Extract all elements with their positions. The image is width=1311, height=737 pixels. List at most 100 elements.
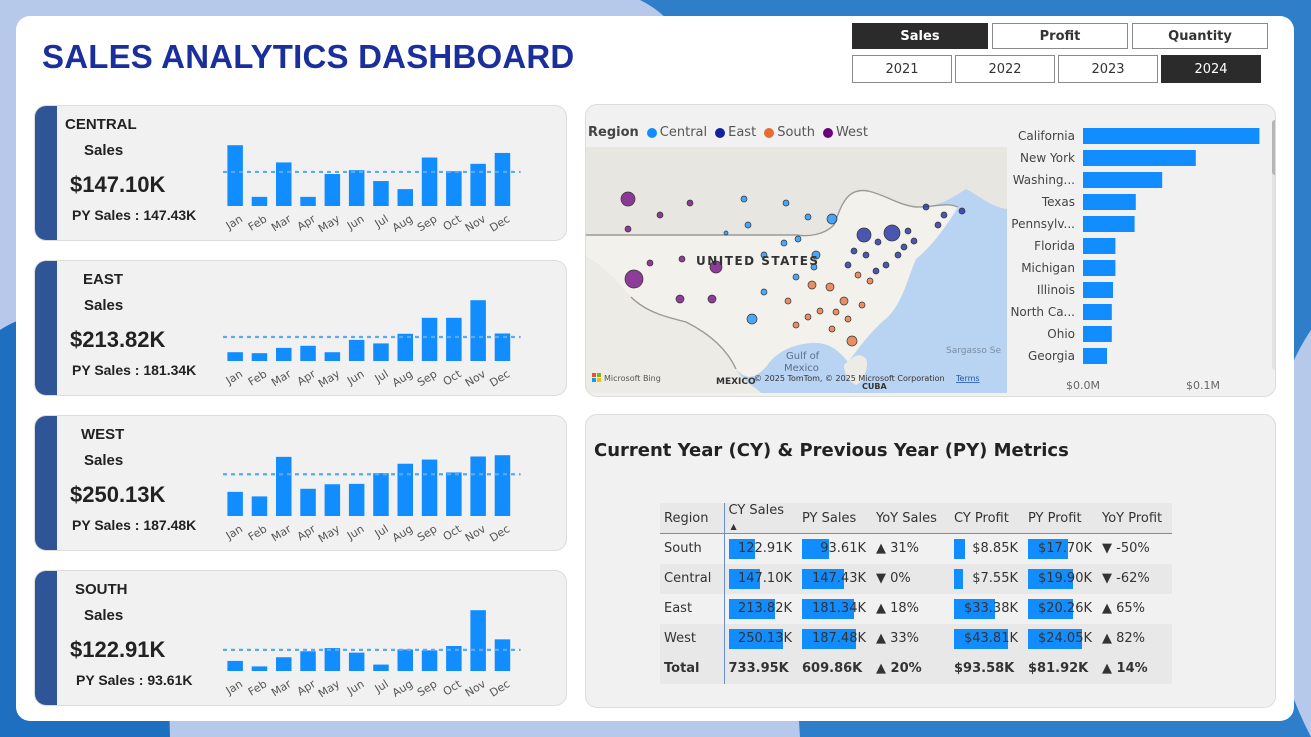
col-header-cy-sales[interactable]: CY Sales ▲ — [724, 503, 798, 534]
map-point-central[interactable] — [723, 230, 729, 236]
month-bar[interactable] — [446, 171, 462, 206]
month-bar[interactable] — [494, 333, 511, 361]
metric-sales-button[interactable]: Sales — [852, 23, 988, 49]
month-bar[interactable] — [300, 196, 316, 206]
legend-item-west[interactable]: West — [822, 125, 868, 140]
legend-item-south[interactable]: South — [764, 125, 815, 140]
map-point-west[interactable] — [707, 294, 717, 304]
year-2024-button[interactable]: 2024 — [1161, 55, 1261, 83]
month-bar[interactable] — [373, 473, 389, 516]
year-2021-button[interactable]: 2021 — [852, 55, 952, 83]
map-point-east[interactable] — [874, 238, 882, 246]
map-point-east[interactable] — [922, 203, 930, 211]
map-point-east[interactable] — [910, 237, 918, 245]
month-bar[interactable] — [227, 491, 243, 516]
map-point-west[interactable] — [678, 255, 686, 263]
month-bar[interactable] — [276, 657, 292, 671]
map-point-west[interactable] — [686, 199, 694, 207]
month-bar[interactable] — [421, 459, 438, 516]
map-point-south[interactable] — [844, 315, 852, 323]
state-bar[interactable] — [1083, 326, 1112, 342]
table-row[interactable]: West 250.13K 187.48K ▲ 33% $43.81K $24.0… — [660, 623, 1172, 654]
metric-profit-button[interactable]: Profit — [992, 23, 1128, 49]
scrollbar-thumb[interactable] — [1272, 120, 1275, 175]
col-header-py-sales[interactable]: PY Sales — [798, 503, 872, 534]
map-point-south[interactable] — [854, 271, 862, 279]
map-point-east[interactable] — [856, 227, 872, 243]
col-header-cy-profit[interactable]: CY Profit — [950, 503, 1024, 534]
month-bar[interactable] — [373, 664, 389, 671]
month-bar[interactable] — [227, 352, 243, 361]
month-bar[interactable] — [324, 648, 341, 671]
map-point-east[interactable] — [850, 247, 858, 255]
map-point-west[interactable] — [675, 294, 685, 304]
col-header-region[interactable]: Region — [660, 503, 725, 534]
month-bar[interactable] — [494, 152, 511, 206]
state-bar[interactable] — [1083, 282, 1113, 298]
map-point-east[interactable] — [904, 227, 912, 235]
map-point-east[interactable] — [844, 261, 852, 269]
month-bar[interactable] — [276, 456, 292, 516]
month-bar[interactable] — [397, 333, 414, 361]
state-bar[interactable] — [1083, 348, 1107, 364]
month-bar[interactable] — [300, 651, 316, 671]
map-point-central[interactable] — [760, 288, 768, 296]
month-bar[interactable] — [397, 649, 414, 671]
map-point-east[interactable] — [872, 267, 880, 275]
month-bar[interactable] — [227, 660, 243, 671]
map-point-central[interactable] — [792, 273, 800, 281]
month-bar[interactable] — [324, 352, 341, 361]
month-bar[interactable] — [300, 345, 316, 361]
map-point-south[interactable] — [816, 307, 824, 315]
month-bar[interactable] — [470, 163, 486, 206]
map-point-east[interactable] — [883, 224, 901, 242]
month-bar[interactable] — [373, 181, 389, 206]
state-bar[interactable] — [1083, 238, 1116, 254]
chart-scrollbar[interactable] — [1272, 120, 1275, 370]
state-sales-bar-chart[interactable]: California New York Washing... Texas Pennsyl… — [1007, 105, 1276, 397]
state-bar[interactable] — [1083, 216, 1135, 232]
month-bar[interactable] — [470, 456, 486, 516]
map-point-south[interactable] — [804, 313, 812, 321]
state-bar[interactable] — [1083, 150, 1196, 166]
map-point-central[interactable] — [811, 250, 821, 260]
month-bar[interactable] — [446, 317, 462, 361]
metric-quantity-button[interactable]: Quantity — [1132, 23, 1268, 49]
map-point-central[interactable] — [744, 221, 752, 229]
month-bar[interactable] — [470, 610, 486, 671]
map-point-west[interactable] — [709, 260, 723, 274]
month-bar[interactable] — [446, 645, 462, 671]
table-row[interactable]: Central 147.10K 147.43K ▼ 0% $7.55K $19.… — [660, 563, 1172, 594]
map-point-south[interactable] — [858, 301, 866, 309]
month-bar[interactable] — [494, 455, 511, 516]
month-bar[interactable] — [446, 472, 462, 516]
table-row[interactable]: South 122.91K 93.61K ▲ 31% $8.85K $17.70… — [660, 533, 1172, 564]
map-point-south[interactable] — [839, 296, 849, 306]
month-bar[interactable] — [348, 339, 365, 361]
map-point-central[interactable] — [780, 239, 788, 247]
month-bar[interactable] — [276, 347, 292, 361]
map-point-central[interactable] — [782, 199, 790, 207]
map-point-west[interactable] — [656, 211, 664, 219]
map-point-west[interactable] — [624, 269, 644, 289]
month-bar[interactable] — [421, 157, 438, 206]
map-point-east[interactable] — [882, 261, 890, 269]
map-point-east[interactable] — [862, 251, 870, 259]
map-point-central[interactable] — [740, 195, 748, 203]
month-bar[interactable] — [397, 189, 414, 206]
map-point-central[interactable] — [794, 235, 802, 243]
map-point-east[interactable] — [940, 211, 948, 219]
map-point-south[interactable] — [846, 335, 858, 347]
state-bar[interactable] — [1083, 172, 1163, 188]
map-point-south[interactable] — [784, 297, 792, 305]
map-point-east[interactable] — [894, 251, 902, 259]
map-point-south[interactable] — [825, 282, 835, 292]
month-bar[interactable] — [494, 639, 511, 671]
legend-item-central[interactable]: Central — [646, 125, 707, 140]
map-point-central[interactable] — [826, 213, 838, 225]
map-point-south[interactable] — [792, 321, 800, 329]
map-point-central[interactable] — [804, 213, 812, 221]
